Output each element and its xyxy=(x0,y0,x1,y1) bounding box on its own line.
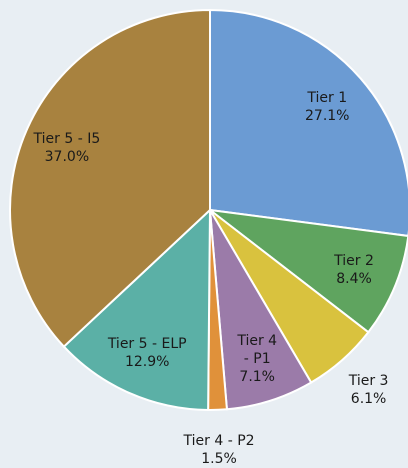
slice-label: Tier 5 - I5 37.0% xyxy=(2,130,132,166)
slice-value: 12.9% xyxy=(124,353,170,370)
slice-name: Tier 2 xyxy=(334,252,374,269)
slice-value: 7.1% xyxy=(239,368,275,385)
slice-value: 27.1% xyxy=(305,108,350,125)
slice-label: Tier 1 27.1% xyxy=(262,89,392,125)
slice-label: Tier 4 - P2 1.5% xyxy=(154,432,284,468)
pie-slice xyxy=(62,207,212,412)
slice-name: Tier 5 - I5 xyxy=(33,130,101,147)
slice-value: 6.1% xyxy=(350,391,387,408)
slice-value: 37.0% xyxy=(44,148,90,165)
slice-label: Tier 4 - P1 7.1% xyxy=(237,332,277,386)
slice-value: 8.4% xyxy=(336,270,372,287)
slice-label: Tier 3 6.1% xyxy=(304,372,408,408)
slice-name: Tier 4 - P1 xyxy=(237,332,278,367)
slice-name: Tier 1 xyxy=(307,90,348,107)
slice-name: Tier 4 - P2 xyxy=(183,432,255,449)
chart: Tier 1 27.1% Tier 2 8.4% Tier 3 6.1% Tier 4 - … xyxy=(2,8,408,467)
slice-label: Tier 5 - ELP 12.9% xyxy=(82,335,212,371)
slice-value: 1.5% xyxy=(201,450,237,467)
slice-label: Tier 2 8.4% xyxy=(289,252,408,288)
pie-slice xyxy=(209,8,408,237)
pie xyxy=(9,8,408,412)
slice-name: Tier 3 xyxy=(348,373,389,390)
pie-slice xyxy=(9,8,211,348)
slice-name: Tier 5 - ELP xyxy=(107,335,187,352)
